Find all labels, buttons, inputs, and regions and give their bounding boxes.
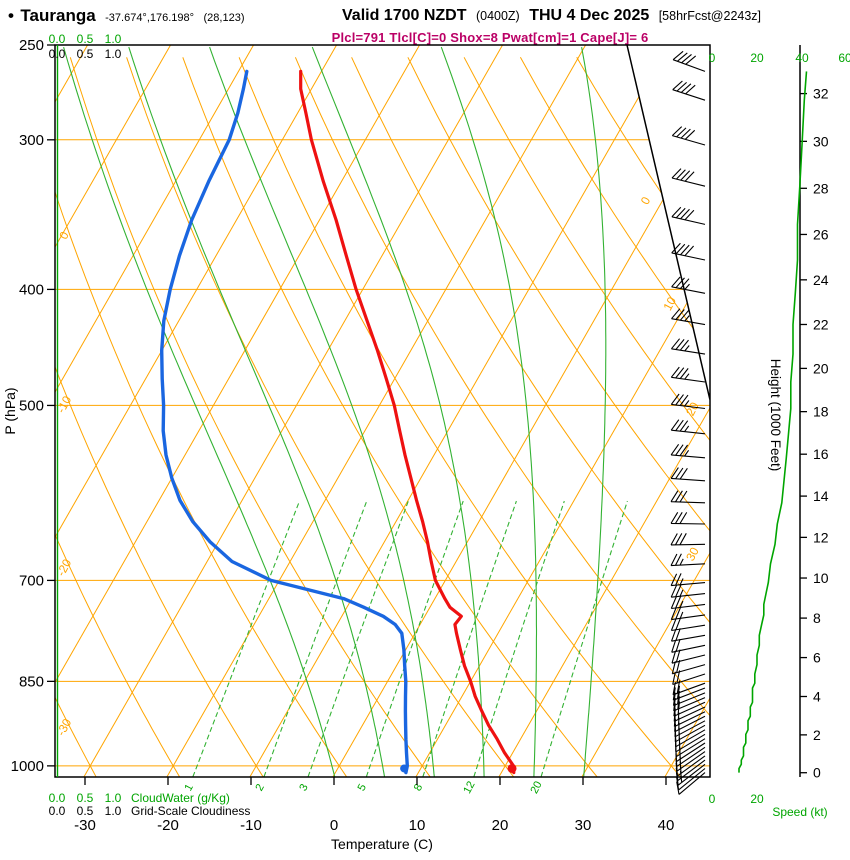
svg-text:4: 4 — [813, 688, 821, 704]
svg-text:250: 250 — [19, 37, 44, 54]
speed-profile — [738, 71, 808, 773]
stability-params: Plcl=791 Tlcl[C]=0 Shox=8 Pwat[cm]=1 Cap… — [331, 30, 649, 45]
svg-text:0: 0 — [709, 792, 716, 806]
svg-text:0.5: 0.5 — [77, 804, 94, 818]
svg-text:0.0: 0.0 — [49, 804, 66, 818]
svg-text:CloudWater (g/Kg): CloudWater (g/Kg) — [131, 791, 230, 805]
valid-date: THU 4 Dec 2025 — [529, 7, 650, 24]
dewpoint-trace — [159, 69, 409, 775]
svg-text:500: 500 — [19, 397, 44, 414]
title-bar: • Tauranga -37.674°,176.198° (28,123) Va… — [0, 0, 850, 28]
valid-time: Valid 1700 NZDT (0400Z) THU 4 Dec 2025 [… — [342, 7, 766, 25]
surface-dewpoint-dot — [400, 764, 409, 773]
station-name: Tauranga — [20, 6, 96, 25]
svg-text:32: 32 — [813, 86, 829, 102]
svg-text:Grid-Scale Cloudiness: Grid-Scale Cloudiness — [131, 804, 250, 818]
svg-text:3: 3 — [297, 782, 310, 793]
svg-text:1.0: 1.0 — [105, 47, 122, 61]
svg-text:2: 2 — [253, 782, 266, 793]
svg-text:24: 24 — [813, 272, 829, 288]
surface-temperature-dot — [507, 763, 517, 773]
svg-text:30: 30 — [683, 545, 702, 564]
mixing-ratio-labels: 1 2 3 5 8 12 20 — [182, 779, 544, 795]
orange-grid — [55, 45, 710, 777]
svg-text:0.5: 0.5 — [77, 791, 94, 805]
svg-text:0: 0 — [638, 194, 654, 207]
svg-text:0: 0 — [813, 765, 821, 781]
forecast-info: [58hrFcst@2243z] — [658, 9, 762, 23]
svg-text:20: 20 — [528, 779, 544, 795]
svg-text:22: 22 — [813, 316, 829, 332]
svg-text:8: 8 — [412, 782, 425, 793]
green-grid — [63, 46, 628, 777]
svg-text:0.0: 0.0 — [49, 791, 66, 805]
valid-label: Valid 1700 NZDT — [342, 7, 467, 24]
svg-text:30: 30 — [575, 817, 592, 834]
svg-text:20: 20 — [492, 817, 509, 834]
svg-text:1.0: 1.0 — [105, 32, 122, 46]
svg-text:8: 8 — [813, 610, 821, 626]
svg-text:20: 20 — [750, 51, 764, 65]
svg-text:Temperature (C): Temperature (C) — [331, 836, 433, 852]
svg-text:10: 10 — [813, 570, 829, 586]
station-title: • Tauranga -37.674°,176.198° (28,123) — [8, 6, 245, 26]
svg-text:6: 6 — [813, 650, 821, 666]
svg-text:12: 12 — [461, 779, 477, 795]
svg-text:30: 30 — [813, 133, 829, 149]
svg-text:0.0: 0.0 — [49, 32, 66, 46]
svg-text:18: 18 — [813, 404, 829, 420]
grid-point: (28,123) — [203, 12, 245, 24]
svg-text:700: 700 — [19, 572, 44, 589]
svg-text:0.5: 0.5 — [77, 32, 94, 46]
svg-text:10: 10 — [660, 294, 679, 313]
svg-text:-10: -10 — [240, 817, 262, 834]
svg-text:400: 400 — [19, 281, 44, 298]
temperature-trace — [299, 69, 516, 775]
svg-text:2: 2 — [813, 727, 821, 743]
plot-frame — [54, 44, 711, 778]
svg-text:Height (1000 Feet): Height (1000 Feet) — [768, 359, 783, 472]
svg-text:28: 28 — [813, 180, 829, 196]
svg-text:P (hPa): P (hPa) — [2, 387, 18, 434]
svg-text:1: 1 — [182, 782, 195, 793]
svg-text:40: 40 — [795, 51, 809, 65]
svg-text:-20: -20 — [157, 817, 179, 834]
wind-barbs — [670, 50, 706, 795]
valid-utc: (0400Z) — [475, 9, 520, 23]
svg-text:26: 26 — [813, 226, 829, 242]
svg-text:1.0: 1.0 — [105, 791, 122, 805]
panel-scales: 0.00.00.00.00.50.50.50.51.01.01.01.0Clou… — [49, 32, 850, 819]
svg-text:1000: 1000 — [11, 758, 44, 775]
svg-text:40: 40 — [658, 817, 675, 834]
svg-text:0: 0 — [330, 817, 338, 834]
svg-text:-30: -30 — [74, 817, 96, 834]
svg-text:1.0: 1.0 — [105, 804, 122, 818]
svg-text:0.0: 0.0 — [49, 47, 66, 61]
svg-text:Speed (kt): Speed (kt) — [772, 805, 827, 819]
svg-text:60: 60 — [838, 51, 850, 65]
station-bullet: • — [8, 6, 14, 25]
svg-text:20: 20 — [683, 400, 702, 419]
svg-text:20: 20 — [750, 792, 764, 806]
svg-text:850: 850 — [19, 673, 44, 690]
svg-text:300: 300 — [19, 132, 44, 149]
svg-text:5: 5 — [356, 782, 369, 793]
svg-text:12: 12 — [813, 529, 829, 545]
svg-text:20: 20 — [813, 360, 829, 376]
svg-text:10: 10 — [409, 817, 426, 834]
station-coords: -37.674°,176.198° — [105, 12, 195, 24]
svg-text:14: 14 — [813, 488, 829, 504]
svg-text:0: 0 — [709, 51, 716, 65]
svg-text:16: 16 — [813, 446, 829, 462]
svg-text:0.5: 0.5 — [77, 47, 94, 61]
